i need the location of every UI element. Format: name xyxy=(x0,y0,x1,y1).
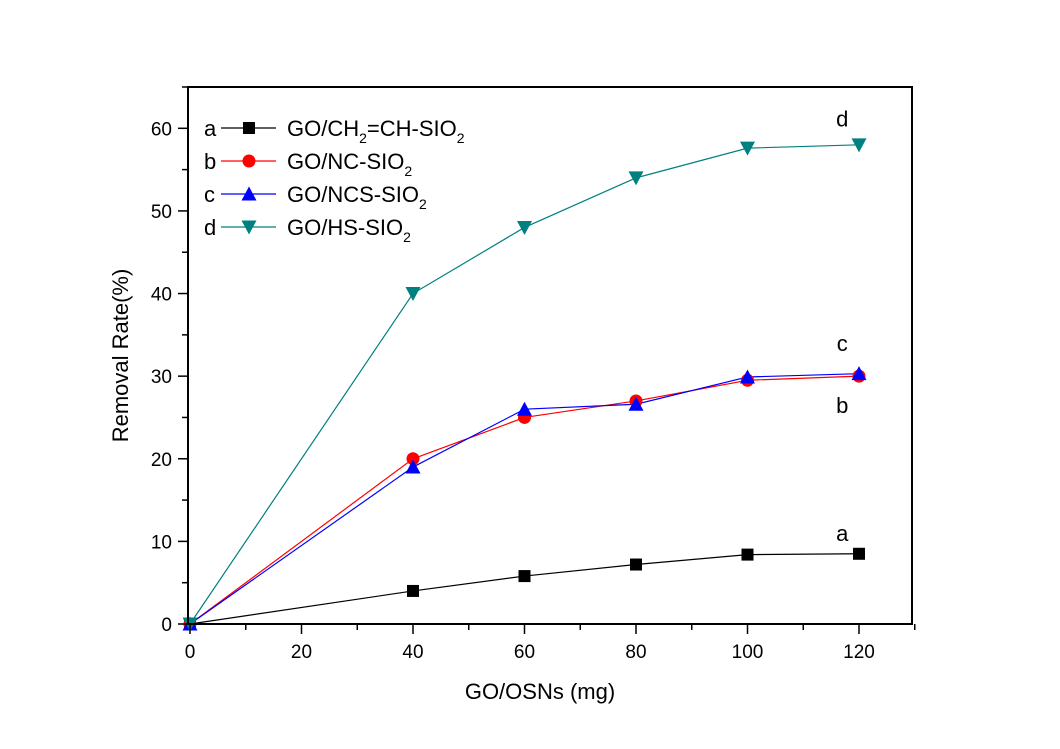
marker-square xyxy=(518,570,531,583)
y-tick-label: 10 xyxy=(151,532,172,553)
legend-label-c: GO/NCS-SIO2 xyxy=(287,182,427,212)
marker-square xyxy=(741,548,754,561)
series-annotation-c: c xyxy=(837,331,848,356)
marker-square xyxy=(243,122,255,134)
marker-square xyxy=(407,584,419,597)
x-tick-label: 60 xyxy=(514,642,535,663)
x-tick-label: 20 xyxy=(291,642,312,663)
x-tick-label: 120 xyxy=(843,642,875,663)
marker-triangle-down xyxy=(740,141,755,156)
plot-lines xyxy=(189,144,860,625)
marker-triangle-down xyxy=(517,220,532,235)
legend-label-d: GO/HS-SIO2 xyxy=(287,215,411,245)
plot-frame xyxy=(187,86,913,625)
plot-markers xyxy=(182,138,867,632)
legend-key-c: c xyxy=(204,182,215,207)
y-tick-label: 0 xyxy=(161,615,172,636)
series-line-a xyxy=(189,553,860,625)
series-line-b xyxy=(189,375,860,625)
marker-square xyxy=(853,547,865,560)
marker-triangle-up xyxy=(405,459,421,474)
legend-key-a: a xyxy=(204,116,217,141)
marker-square xyxy=(630,558,642,571)
legend-label-a: GO/CH2=CH-SIO2 xyxy=(287,116,465,146)
marker-triangle-up xyxy=(851,366,867,381)
annotations: a b c d xyxy=(836,106,849,546)
marker-triangle-down xyxy=(405,287,421,302)
y-tick-label: 50 xyxy=(151,202,172,223)
marker-circle xyxy=(406,452,420,466)
legend: a GO/CH2=CH-SIO2 b GO/NC-SIO2 c GO/NCS-SIO2 d G… xyxy=(204,116,465,245)
x-tick-label: 80 xyxy=(625,642,646,663)
x-tick-label: 40 xyxy=(402,642,423,663)
series-annotation-a: a xyxy=(836,521,849,546)
legend-key-b: b xyxy=(204,149,216,174)
y-tick-label: 40 xyxy=(151,285,172,306)
marker-triangle-down xyxy=(851,138,867,153)
legend-key-d: d xyxy=(204,215,216,240)
x-tick-label: 0 xyxy=(185,642,196,663)
series-annotation-d: d xyxy=(836,106,848,131)
y-axis: 0 10 20 30 40 50 60 xyxy=(151,86,188,636)
marker-triangle-up xyxy=(740,369,755,384)
marker-triangle-down xyxy=(628,171,644,186)
legend-label-b: GO/NC-SIO2 xyxy=(287,149,412,179)
y-tick-label: 20 xyxy=(151,450,172,471)
marker-triangle-up xyxy=(241,186,257,201)
y-tick-label: 60 xyxy=(151,119,172,140)
x-axis-title: GO/OSNs (mg) xyxy=(465,679,615,704)
series-line-d xyxy=(189,144,860,625)
marker-triangle-down xyxy=(241,220,257,235)
y-axis-title: Removal Rate(%) xyxy=(108,269,133,443)
series-line-c xyxy=(189,373,860,625)
y-tick-label: 30 xyxy=(151,367,172,388)
marker-circle xyxy=(242,154,256,168)
x-axis: 0 20 40 60 80 100 120 xyxy=(185,624,916,663)
x-tick-label: 100 xyxy=(732,642,764,663)
series-annotation-b: b xyxy=(836,393,848,418)
marker-triangle-up xyxy=(628,396,644,411)
marker-triangle-up xyxy=(517,401,532,416)
